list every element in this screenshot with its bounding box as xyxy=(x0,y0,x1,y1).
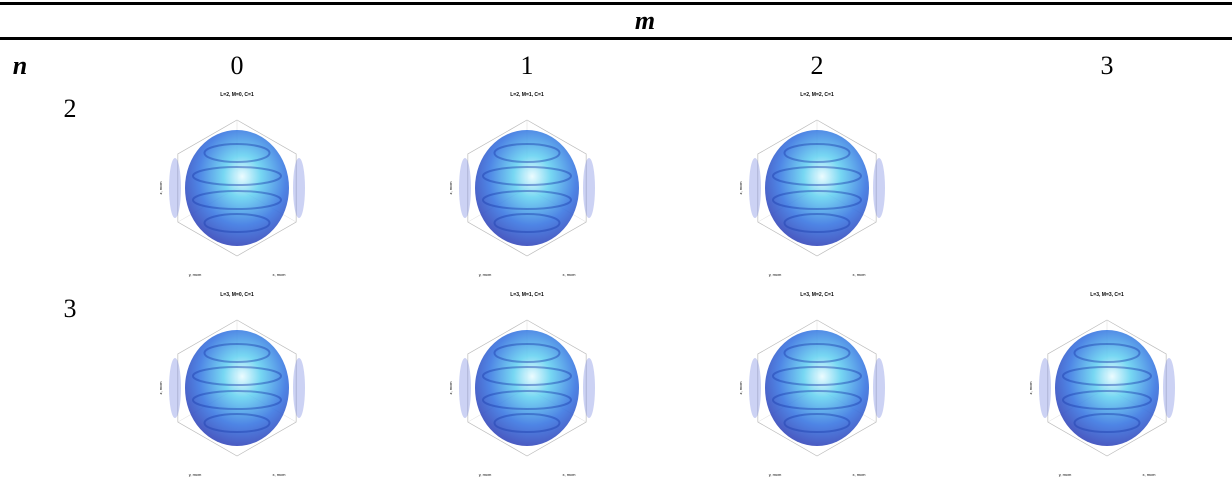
y-axis-label: y, mcm xyxy=(479,472,492,477)
x-axis-label: x, mcm xyxy=(273,272,287,277)
shadow-right xyxy=(583,158,595,218)
column-label: 1 xyxy=(521,53,534,79)
z-axis-label: z, mcm xyxy=(448,381,453,395)
shadow-right xyxy=(293,358,305,418)
plot: L=3, M=1, C=1 z, mcm y, mcm x, mcm xyxy=(442,288,612,480)
plot-title: L=2, M=2, C=1 xyxy=(800,92,834,98)
y-axis-label: y, mcm xyxy=(769,472,782,477)
shadow-left xyxy=(749,158,761,218)
sphere xyxy=(475,130,579,246)
x-axis-label: x, mcm xyxy=(563,272,577,277)
top-rule xyxy=(0,2,1232,5)
header-rule xyxy=(0,37,1232,40)
plot-title: L=3, M=1, C=1 xyxy=(510,292,544,298)
y-axis-label: y, mcm xyxy=(769,272,782,277)
column-header: m xyxy=(635,8,655,34)
z-axis-label: z, mcm xyxy=(1028,381,1033,395)
plot: L=2, M=0, C=1 z, mcm y, mcm x, mcm xyxy=(152,88,322,280)
row-header: n xyxy=(13,53,27,79)
shadow-left xyxy=(749,358,761,418)
x-axis-label: x, mcm xyxy=(1143,472,1157,477)
shadow-left xyxy=(169,158,181,218)
plot: L=3, M=0, C=1 z, mcm y, mcm x, mcm xyxy=(152,288,322,480)
plot: L=2, M=2, C=1 z, mcm y, mcm x, mcm xyxy=(732,88,902,280)
z-axis-label: z, mcm xyxy=(158,181,163,195)
x-axis-label: x, mcm xyxy=(853,472,867,477)
y-axis-label: y, mcm xyxy=(479,272,492,277)
z-axis-label: z, mcm xyxy=(738,181,743,195)
x-axis-label: x, mcm xyxy=(563,472,577,477)
shadow-left xyxy=(169,358,181,418)
sphere xyxy=(185,330,289,446)
sphere xyxy=(765,130,869,246)
row-label: 3 xyxy=(64,296,77,322)
shadow-right xyxy=(873,158,885,218)
plot-title: L=3, M=3, C=1 xyxy=(1090,292,1124,298)
plot: L=3, M=3, C=1 z, mcm y, mcm x, mcm xyxy=(1022,288,1192,480)
sphere xyxy=(765,330,869,446)
shadow-left xyxy=(1039,358,1051,418)
plot-title: L=2, M=0, C=1 xyxy=(220,92,254,98)
column-label: 2 xyxy=(811,53,824,79)
sphere xyxy=(475,330,579,446)
plot-title: L=3, M=0, C=1 xyxy=(220,292,254,298)
plot-title: L=3, M=2, C=1 xyxy=(800,292,834,298)
y-axis-label: y, mcm xyxy=(189,272,202,277)
shadow-right xyxy=(293,158,305,218)
shadow-right xyxy=(873,358,885,418)
plot-title: L=2, M=1, C=1 xyxy=(510,92,544,98)
shadow-right xyxy=(583,358,595,418)
z-axis-label: z, mcm xyxy=(738,381,743,395)
shadow-left xyxy=(459,158,471,218)
x-axis-label: x, mcm xyxy=(273,472,287,477)
z-axis-label: z, mcm xyxy=(158,381,163,395)
sphere xyxy=(1055,330,1159,446)
sphere xyxy=(185,130,289,246)
y-axis-label: y, mcm xyxy=(189,472,202,477)
plot: L=3, M=2, C=1 z, mcm y, mcm x, mcm xyxy=(732,288,902,480)
page: m n 0 1 2 3 2 L=2, M=0, C=1 z, mcm y, mcm x, mcm… xyxy=(0,0,1232,481)
column-label: 0 xyxy=(231,53,244,79)
z-axis-label: z, mcm xyxy=(448,181,453,195)
y-axis-label: y, mcm xyxy=(1059,472,1072,477)
row-label: 2 xyxy=(64,96,77,122)
plot: L=2, M=1, C=1 z, mcm y, mcm x, mcm xyxy=(442,88,612,280)
shadow-right xyxy=(1163,358,1175,418)
shadow-left xyxy=(459,358,471,418)
x-axis-label: x, mcm xyxy=(853,272,867,277)
column-label: 3 xyxy=(1101,53,1114,79)
